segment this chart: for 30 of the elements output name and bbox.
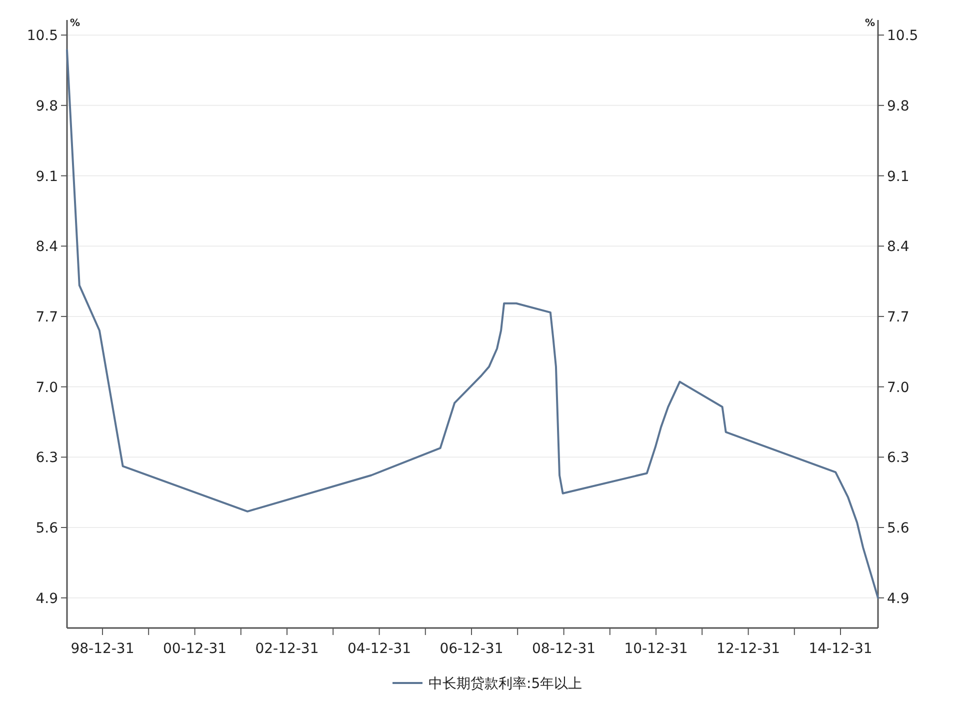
ytick: 9.8	[36, 98, 58, 114]
ytick: 8.4	[36, 239, 58, 256]
xtick: 98-12-31	[70, 641, 134, 657]
y2tick: 8.4	[887, 239, 910, 256]
ytick: 6.3	[36, 450, 58, 466]
ytick: 10.5	[26, 28, 58, 44]
xtick: 08-12-31	[532, 641, 596, 657]
y2tick: 7.0	[887, 380, 910, 396]
y2tick: 10.5	[887, 28, 918, 44]
ytick: 7.7	[36, 309, 58, 326]
ytick: 5.6	[36, 520, 58, 536]
ytick: 4.9	[36, 590, 58, 607]
xtick: 10-12-31	[624, 641, 688, 657]
xtick: 02-12-31	[255, 641, 319, 657]
y2tick: 9.1	[887, 168, 910, 185]
ytick: 9.1	[36, 168, 58, 185]
xtick: 12-12-31	[716, 641, 780, 657]
y2-axis-title: %	[864, 18, 875, 29]
legend-label: 中长期贷款利率:5年以上	[428, 676, 582, 692]
y2tick: 4.9	[887, 590, 910, 607]
y2tick: 6.3	[887, 450, 910, 466]
xtick: 04-12-31	[348, 641, 412, 657]
xtick: 06-12-31	[440, 641, 504, 657]
xtick: 14-12-31	[808, 641, 872, 657]
xtick: 00-12-31	[163, 641, 227, 657]
y2tick: 9.8	[887, 98, 910, 114]
y-axis-title: %	[70, 18, 80, 29]
y2tick: 7.7	[887, 309, 910, 326]
y2tick: 5.6	[887, 520, 910, 536]
ytick: 7.0	[36, 380, 58, 396]
